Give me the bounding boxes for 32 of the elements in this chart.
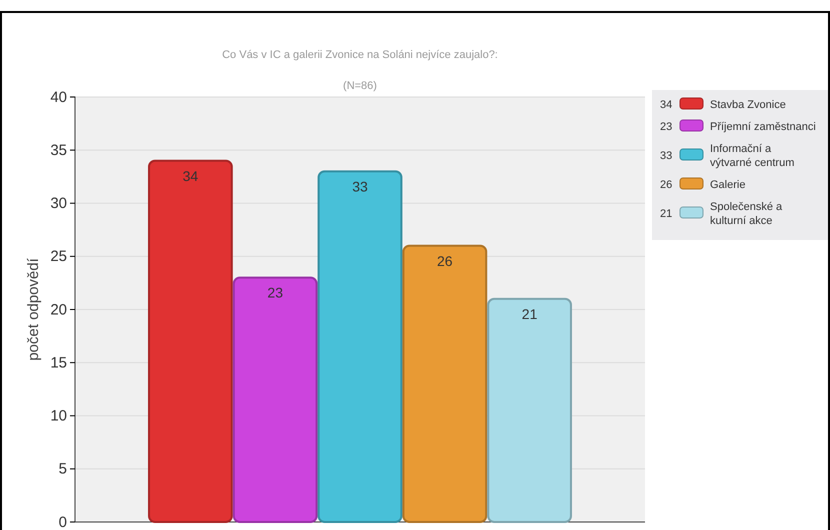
- bar: [318, 170, 402, 523]
- legend-label: Společenské a kulturní akce: [710, 201, 784, 227]
- chart-subtitle: (N=86): [343, 80, 377, 92]
- bar: [148, 160, 233, 523]
- y-tick-label: 40: [50, 88, 67, 106]
- y-tick-label: 0: [58, 514, 67, 530]
- bar: [232, 276, 318, 523]
- bar: [487, 298, 572, 523]
- data-label: 26: [437, 252, 453, 269]
- data-label: 21: [522, 306, 538, 322]
- y-tick-label: 35: [50, 142, 67, 159]
- y-tick-label: 25: [50, 248, 67, 266]
- text: 34: [660, 99, 672, 111]
- y-tick-label: 20: [50, 301, 67, 318]
- y-tick-label: 15: [50, 354, 67, 372]
- legend-label: Stavba Zvonice: [710, 99, 786, 111]
- y-axis-title: počet odpovědí: [25, 257, 42, 361]
- data-label: 34: [182, 168, 198, 184]
- text: 33: [660, 150, 672, 162]
- legend-label: Příjemní zaměstnanci: [710, 121, 816, 133]
- data-label: 33: [352, 178, 368, 194]
- y-tick-label: 10: [50, 408, 67, 425]
- y-tick-label: 30: [50, 195, 67, 212]
- legend-label: Informační a výtvarné centrum: [710, 143, 794, 169]
- text: 23: [660, 121, 672, 133]
- text: 21: [660, 208, 672, 220]
- bar: [402, 244, 488, 523]
- y-tick-label: 5: [58, 460, 67, 478]
- text: 26: [660, 179, 672, 191]
- legend-label: Galerie: [710, 179, 746, 191]
- chart-title: Co Vás v IC a galerii Zvonice na Soláni nejvíce zaujalo?:: [222, 49, 498, 61]
- data-label: 23: [267, 284, 284, 301]
